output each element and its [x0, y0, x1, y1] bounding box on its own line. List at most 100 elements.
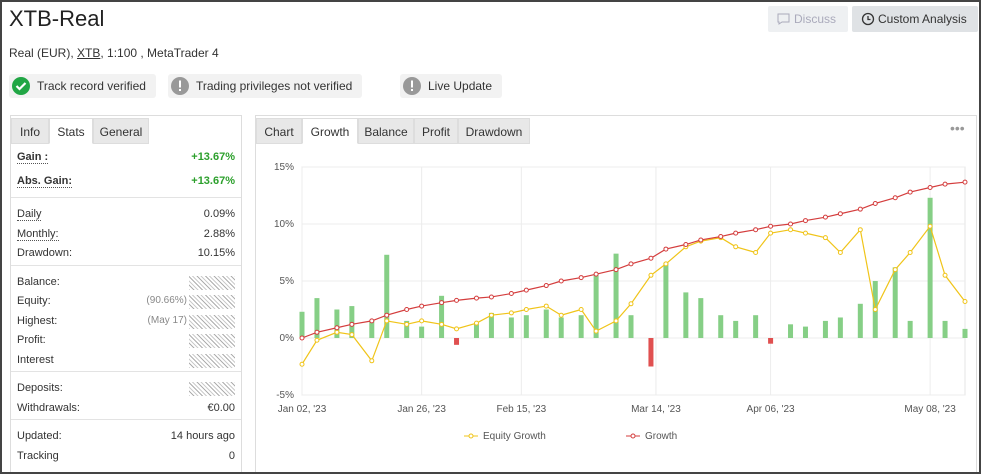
point [488, 312, 494, 318]
broker-link[interactable]: XTB [77, 46, 101, 60]
y-tick-label: 0% [280, 333, 295, 344]
bar [613, 253, 619, 338]
stat-row: Highest: (May 17) [17, 314, 235, 331]
stat-value: 2.88% [203, 227, 235, 240]
point [872, 200, 878, 206]
point [369, 358, 375, 364]
tab[interactable]: Stats [49, 118, 93, 144]
obscured-value [189, 314, 235, 329]
tab[interactable]: Profit [414, 118, 458, 144]
stat-value: €0.00 [207, 401, 235, 414]
bar [334, 309, 340, 338]
bar [439, 295, 445, 338]
point [768, 230, 774, 236]
bar [892, 267, 898, 338]
point [454, 326, 460, 332]
obscured-value [189, 295, 235, 309]
y-tick-label: 5% [280, 276, 295, 287]
stat-label: Equity: [17, 295, 51, 307]
bar [593, 275, 599, 338]
point [543, 303, 549, 309]
point [439, 321, 445, 327]
more-menu[interactable]: ••• [950, 120, 965, 136]
tab[interactable]: Drawdown [458, 118, 530, 144]
obscured-value [189, 382, 235, 396]
account-type: Real (EUR), [9, 46, 78, 60]
point [593, 271, 599, 277]
separator [11, 419, 241, 420]
bar [822, 320, 828, 338]
badge: Live Update [400, 74, 503, 98]
separator [11, 371, 241, 372]
tab[interactable]: Info [11, 118, 49, 144]
custom-analysis-button[interactable]: Custom Analysis [852, 6, 978, 32]
point [718, 234, 724, 240]
bar [314, 298, 320, 338]
y-tick-label: 10% [274, 219, 294, 230]
stat-label: Interest [17, 353, 54, 366]
stat-label: Balance: [17, 275, 60, 288]
discuss-button[interactable]: Discuss [768, 6, 848, 32]
bar [962, 328, 968, 338]
bar [802, 326, 808, 338]
tab[interactable]: Growth [302, 118, 358, 144]
y-tick-label: 15% [274, 162, 294, 173]
tab[interactable]: General [93, 118, 149, 144]
stat-value: 14 hours ago [170, 430, 235, 442]
point [942, 181, 948, 187]
point [663, 261, 669, 267]
stat-label: Updated: [17, 430, 62, 442]
bar [788, 324, 794, 338]
point [907, 189, 913, 195]
badge-text: Trading privileges not verified [196, 79, 353, 93]
point [733, 244, 739, 250]
point [369, 318, 375, 324]
bar [578, 315, 584, 338]
stat-label: Tracking [17, 449, 59, 462]
button-label: Discuss [794, 12, 837, 26]
point [419, 303, 425, 309]
account-info: Real (EUR), XTB, 1:100 , MetaTrader 4 [9, 46, 219, 60]
bar [558, 317, 564, 338]
point [299, 335, 305, 341]
legend-label: Growth [645, 431, 677, 442]
stat-label: Drawdown: [17, 247, 73, 259]
point [907, 250, 913, 255]
point [802, 230, 808, 236]
account-details: , 1:100 , MetaTrader 4 [100, 46, 219, 60]
bar [419, 326, 425, 338]
point [558, 278, 564, 284]
bar [663, 262, 669, 338]
bar [733, 320, 739, 338]
discuss-icon [777, 13, 790, 25]
x-tick-label: Feb 15, '23 [496, 404, 546, 415]
stat-label: Daily [17, 208, 42, 221]
stat-row: Profit: [17, 334, 235, 350]
point [753, 250, 759, 255]
point [578, 275, 584, 281]
point [802, 218, 808, 224]
bar [768, 338, 774, 344]
point [822, 214, 828, 220]
stat-value: 0 [228, 449, 235, 462]
series-line [301, 224, 966, 365]
tab[interactable]: Balance [358, 118, 414, 144]
badge-icon [12, 77, 30, 95]
stat-value: +13.67% [191, 175, 235, 187]
point [314, 337, 320, 343]
bar [543, 309, 549, 338]
y-tick-label: -5% [276, 390, 294, 401]
point [927, 223, 933, 229]
point [384, 312, 390, 318]
bar [404, 320, 410, 338]
point [648, 255, 654, 261]
bar [299, 311, 305, 338]
bar [857, 303, 863, 338]
point [733, 230, 739, 236]
separator [11, 197, 241, 198]
separator [11, 264, 241, 266]
point [543, 283, 549, 289]
point [683, 242, 689, 248]
tab[interactable]: Chart [256, 118, 302, 144]
